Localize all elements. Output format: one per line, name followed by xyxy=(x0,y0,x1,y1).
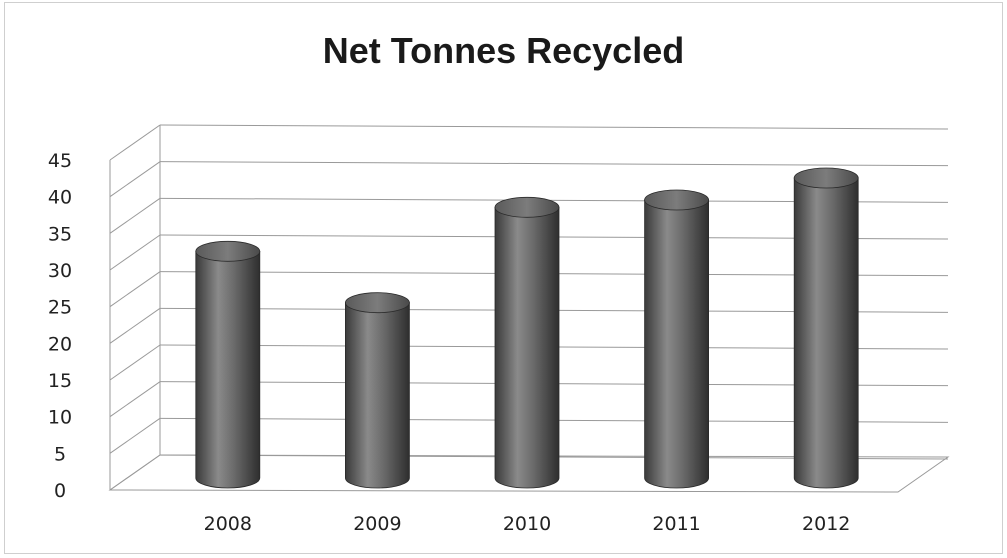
y-tick-label: 20 xyxy=(48,333,72,355)
x-tick-label: 2011 xyxy=(652,513,700,535)
y-tick-label: 0 xyxy=(54,480,66,502)
bar-2010 xyxy=(494,196,560,489)
y-tick-label: 35 xyxy=(48,223,72,245)
y-tick-label: 45 xyxy=(48,150,72,172)
y-tick-label: 15 xyxy=(48,370,72,392)
gridline-side xyxy=(109,124,161,161)
floor-plane xyxy=(108,454,950,493)
bar-2008 xyxy=(195,240,261,489)
bar-2012 xyxy=(793,167,859,489)
y-tick-label: 30 xyxy=(48,260,72,282)
x-tick-label: 2010 xyxy=(503,513,551,535)
bar-body xyxy=(644,199,709,489)
x-tick-label: 2008 xyxy=(204,513,252,535)
gridline-back xyxy=(159,124,949,130)
gridline-side xyxy=(109,234,161,271)
axes xyxy=(108,125,950,493)
bars xyxy=(195,167,859,489)
gridline-side xyxy=(109,417,161,454)
bar-cap xyxy=(494,196,560,218)
bar-body xyxy=(195,250,261,489)
bar-2011 xyxy=(644,189,709,489)
x-tick-label: 2012 xyxy=(802,513,850,535)
gridline-side xyxy=(109,197,161,234)
y-tick-label: 5 xyxy=(54,443,66,465)
gridline-side xyxy=(109,271,161,308)
y-tick-label: 10 xyxy=(48,407,72,429)
y-tick-label: 25 xyxy=(48,297,72,319)
bar-cap xyxy=(793,167,859,189)
gridline-side xyxy=(109,307,161,344)
labels: 0 5 10 15 20 25 30 35 40 45 2008 2009 2010 2011 2012 xyxy=(48,150,850,535)
bar-cap xyxy=(344,292,410,314)
gridline-side xyxy=(109,161,161,198)
bar-body xyxy=(793,177,859,489)
gridline-back xyxy=(159,161,949,167)
x-tick-label: 2009 xyxy=(353,513,401,535)
gridline-side xyxy=(109,344,161,381)
y-tick-label: 40 xyxy=(48,187,72,209)
bar-2009 xyxy=(344,292,410,489)
gridline-side xyxy=(109,381,161,418)
bar-cap xyxy=(195,240,261,262)
bar-body xyxy=(494,206,560,489)
bar-cap xyxy=(644,189,709,211)
chart-title: Net Tonnes Recycled xyxy=(322,30,685,71)
bar-body xyxy=(345,302,410,489)
